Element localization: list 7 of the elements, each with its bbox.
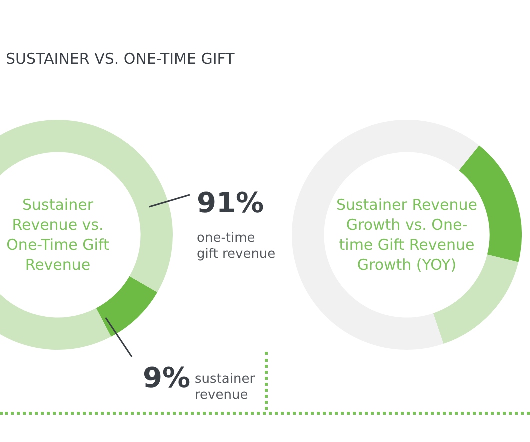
slice-label: one-time gift revenue xyxy=(197,231,277,263)
slice-label: sustainer revenue xyxy=(195,372,256,404)
text: Sustainer Revenue Growth vs. One-time Gift Revenue Growth (YOY) xyxy=(336,195,478,275)
data-label: 9% xyxy=(143,361,191,394)
data-label: 91% xyxy=(197,186,264,220)
text: SUSTAINER VS. ONE-TIME GIFT xyxy=(6,50,235,68)
text: Sustainer Revenue vs. One-Time Gift Revenue xyxy=(6,195,110,275)
